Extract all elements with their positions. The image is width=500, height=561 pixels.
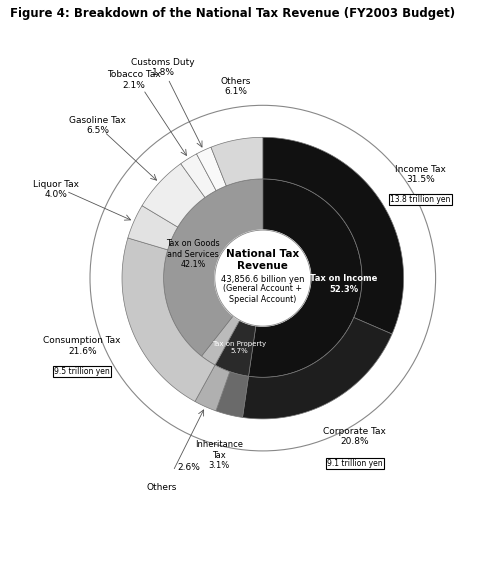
Text: Tax on Income
52.3%: Tax on Income 52.3% bbox=[310, 274, 378, 294]
Text: Tax on Property
5.7%: Tax on Property 5.7% bbox=[212, 342, 266, 355]
Text: Liquor Tax
4.0%: Liquor Tax 4.0% bbox=[34, 180, 80, 199]
Circle shape bbox=[215, 230, 311, 326]
Polygon shape bbox=[211, 137, 263, 186]
Text: 2.6%: 2.6% bbox=[178, 463, 201, 472]
Text: 9.1 trillion yen: 9.1 trillion yen bbox=[327, 459, 382, 468]
Text: Corporate Tax
20.8%: Corporate Tax 20.8% bbox=[324, 427, 386, 447]
Text: National Tax
Revenue: National Tax Revenue bbox=[226, 249, 300, 271]
Text: Figure 4: Breakdown of the National Tax Revenue (FY2003 Budget): Figure 4: Breakdown of the National Tax … bbox=[10, 7, 455, 20]
Polygon shape bbox=[248, 179, 362, 378]
Text: Tax on Goods
and Services
42.1%: Tax on Goods and Services 42.1% bbox=[166, 239, 220, 269]
Polygon shape bbox=[202, 316, 239, 365]
Text: Consumption Tax
21.6%: Consumption Tax 21.6% bbox=[44, 336, 121, 356]
Text: Customs Duty
1.8%: Customs Duty 1.8% bbox=[132, 58, 195, 77]
Polygon shape bbox=[196, 147, 226, 191]
Polygon shape bbox=[142, 164, 205, 227]
Text: Tobacco Tax
2.1%: Tobacco Tax 2.1% bbox=[107, 70, 160, 90]
Text: Gasoline Tax
6.5%: Gasoline Tax 6.5% bbox=[70, 116, 126, 135]
Polygon shape bbox=[164, 179, 263, 356]
Polygon shape bbox=[128, 206, 178, 250]
Text: Others: Others bbox=[146, 482, 177, 491]
Text: 13.8 trillion yen: 13.8 trillion yen bbox=[390, 195, 451, 204]
Text: (General Account +
Special Account): (General Account + Special Account) bbox=[224, 284, 302, 304]
Polygon shape bbox=[181, 154, 216, 197]
Text: Inheritance
Tax
3.1%: Inheritance Tax 3.1% bbox=[195, 440, 243, 470]
Text: Income Tax
31.5%: Income Tax 31.5% bbox=[395, 165, 446, 184]
Polygon shape bbox=[122, 238, 215, 402]
Polygon shape bbox=[216, 371, 248, 417]
Polygon shape bbox=[242, 318, 392, 419]
Polygon shape bbox=[195, 365, 230, 411]
Text: 43,856.6 billion yen: 43,856.6 billion yen bbox=[221, 275, 304, 284]
Polygon shape bbox=[263, 137, 404, 334]
Text: 9.5 trillion yen: 9.5 trillion yen bbox=[54, 367, 110, 376]
Polygon shape bbox=[215, 320, 256, 376]
Text: Others
6.1%: Others 6.1% bbox=[220, 76, 250, 96]
